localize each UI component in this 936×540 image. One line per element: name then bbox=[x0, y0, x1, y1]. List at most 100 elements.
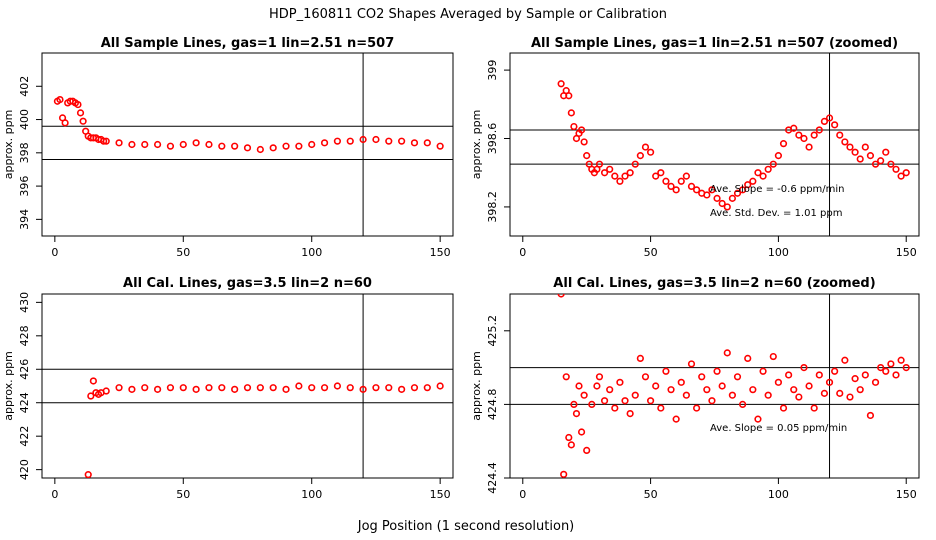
data-point bbox=[677, 177, 685, 185]
plot-frame bbox=[509, 293, 920, 479]
data-point bbox=[565, 433, 573, 442]
data-point bbox=[871, 378, 880, 386]
data-point bbox=[141, 140, 149, 149]
data-point bbox=[820, 389, 829, 397]
data-point bbox=[575, 382, 583, 390]
data-point bbox=[218, 384, 226, 392]
chart-panel-all-cal-lines: All Cal. Lines, gas=3.5 lin=2 n=60 0 50 100… bbox=[2, 276, 454, 501]
data-point bbox=[769, 352, 777, 361]
y-tick-label: 430 bbox=[18, 292, 31, 313]
data-point bbox=[626, 169, 634, 177]
plot-frame bbox=[41, 52, 454, 237]
data-point bbox=[846, 143, 854, 151]
data-point bbox=[423, 384, 431, 392]
data-point bbox=[800, 134, 808, 143]
y-tick-label: 396 bbox=[18, 176, 31, 197]
x-tick-label: 100 bbox=[768, 246, 789, 259]
data-point bbox=[718, 199, 726, 208]
data-point bbox=[902, 364, 910, 372]
data-point bbox=[616, 177, 624, 185]
data-point bbox=[682, 172, 690, 180]
data-point bbox=[359, 385, 367, 393]
data-point bbox=[861, 143, 869, 151]
data-point bbox=[897, 172, 905, 180]
data-point bbox=[856, 155, 864, 163]
data-point bbox=[410, 384, 419, 392]
data-point bbox=[410, 139, 419, 147]
data-point bbox=[877, 157, 885, 165]
data-point bbox=[115, 384, 123, 392]
data-point bbox=[115, 139, 123, 147]
x-tick-label: 150 bbox=[430, 488, 451, 501]
data-point bbox=[166, 142, 175, 150]
x-tick-label: 100 bbox=[768, 488, 789, 501]
x-tick-label: 50 bbox=[176, 246, 190, 259]
data-point bbox=[672, 415, 680, 423]
panel-title: All Sample Lines, gas=1 lin=2.51 n=507 bbox=[101, 36, 395, 51]
data-point bbox=[805, 143, 813, 151]
data-point bbox=[631, 391, 639, 399]
data-point bbox=[861, 371, 869, 379]
data-point bbox=[774, 152, 783, 160]
data-point bbox=[192, 385, 200, 393]
data-point bbox=[723, 349, 731, 357]
data-point bbox=[733, 373, 742, 381]
data-point bbox=[333, 137, 342, 145]
data-point bbox=[733, 189, 742, 197]
data-point bbox=[887, 360, 895, 368]
data-point bbox=[790, 386, 798, 394]
data-point bbox=[657, 404, 665, 412]
data-point bbox=[800, 364, 808, 372]
data-point bbox=[611, 404, 619, 412]
data-point bbox=[795, 393, 803, 401]
data-point bbox=[595, 160, 604, 168]
data-point bbox=[825, 378, 834, 386]
data-point bbox=[851, 148, 859, 156]
data-point bbox=[269, 384, 277, 392]
panel-title: All Cal. Lines, gas=3.5 lin=2 n=60 (zoom… bbox=[553, 276, 875, 291]
data-point bbox=[723, 203, 731, 211]
data-point bbox=[892, 371, 900, 379]
data-point bbox=[128, 385, 136, 393]
data-point bbox=[790, 124, 798, 132]
data-point bbox=[677, 378, 685, 386]
data-point bbox=[687, 182, 696, 191]
y-axis-label: approx. ppm bbox=[2, 110, 15, 180]
data-point bbox=[882, 148, 890, 156]
annotation-text: Ave. Std. Dev. = 1.01 ppm bbox=[710, 208, 842, 219]
data-point bbox=[243, 144, 252, 152]
annotation-text: Ave. Slope = 0.05 ppm/min bbox=[710, 423, 847, 434]
y-tick-label: 420 bbox=[18, 459, 31, 480]
data-point bbox=[346, 137, 354, 145]
figure-x-axis-label: Jog Position (1 second resolution) bbox=[357, 519, 575, 534]
data-point bbox=[641, 373, 650, 381]
data-point bbox=[557, 80, 565, 88]
data-point bbox=[739, 186, 747, 194]
data-point bbox=[231, 385, 239, 393]
data-point bbox=[611, 172, 619, 180]
y-tick-label: 426 bbox=[18, 359, 31, 380]
data-point bbox=[774, 378, 783, 386]
data-point bbox=[572, 410, 581, 418]
data-point bbox=[631, 160, 639, 168]
data-point bbox=[779, 140, 788, 148]
data-point bbox=[815, 126, 823, 134]
data-point bbox=[831, 367, 839, 375]
data-point bbox=[79, 117, 87, 125]
x-tick-label: 0 bbox=[519, 246, 526, 259]
data-point bbox=[179, 140, 187, 149]
plot-frame bbox=[41, 293, 454, 479]
y-tick-label: 422 bbox=[18, 426, 31, 447]
data-point bbox=[785, 371, 793, 379]
data-point bbox=[831, 121, 839, 129]
data-point bbox=[892, 165, 900, 173]
data-point bbox=[606, 386, 614, 394]
data-point bbox=[836, 131, 844, 139]
data-point bbox=[616, 378, 624, 386]
data-point bbox=[56, 95, 64, 104]
data-point bbox=[636, 152, 644, 160]
data-point bbox=[320, 139, 329, 147]
data-point bbox=[583, 446, 591, 455]
data-point bbox=[128, 140, 136, 149]
data-point bbox=[626, 410, 634, 418]
